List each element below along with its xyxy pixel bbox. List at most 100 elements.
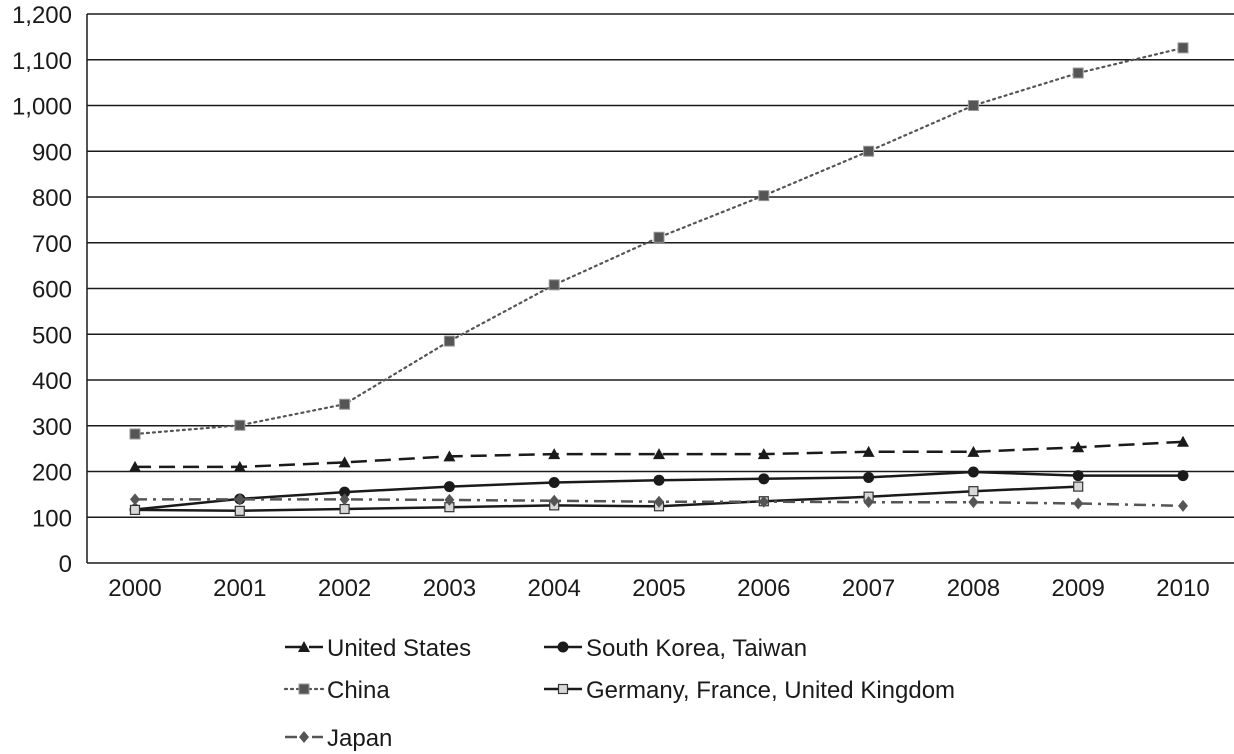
y-tick-label-900: 900 (32, 139, 72, 166)
data-point-south-korea-taiwan-2010 (1177, 470, 1189, 482)
legend-swatch-japan (285, 731, 323, 743)
x-tick-label-2003: 2003 (423, 575, 476, 602)
x-tick-label-2004: 2004 (528, 575, 581, 602)
data-point-south-korea-taiwan-2003 (443, 481, 455, 493)
data-point-germany-france-united-kingdom-2009 (1073, 481, 1084, 492)
data-point-japan-2005 (654, 495, 664, 508)
legend-item-japan: Japan (285, 725, 392, 752)
y-tick-label-800: 800 (32, 185, 72, 212)
series-line-germany-france-united-kingdom (134, 485, 1079, 513)
data-point-japan-2002 (339, 493, 350, 506)
legend-label-japan: Japan (327, 725, 392, 752)
data-point-united-states-2001 (233, 460, 246, 472)
data-point-china-2007 (863, 145, 875, 157)
legend-item-south-korea-taiwan: South Korea, Taiwan (544, 635, 807, 662)
legend-label-south-korea-taiwan: South Korea, Taiwan (586, 635, 807, 662)
series-line-united-states (135, 440, 1184, 469)
data-point-china-2006 (758, 190, 770, 202)
x-tick-label-2007: 2007 (842, 575, 895, 602)
data-point-japan-2006 (758, 495, 769, 508)
data-point-south-korea-taiwan-2004 (548, 476, 560, 488)
x-tick-label-2005: 2005 (632, 575, 685, 602)
data-point-china-2009 (1072, 67, 1084, 79)
x-axis-ticks: 2000 2001 2002 2003 2004 2005 2006 2007 2008 2009… (108, 575, 1209, 602)
x-tick-label-2009: 2009 (1052, 575, 1105, 602)
data-point-germany-france-united-kingdom-2002 (339, 503, 350, 515)
legend-label-germany-france-uk: Germany, France, United Kingdom (586, 677, 955, 704)
x-tick-label-2001: 2001 (213, 575, 266, 602)
data-point-china-2010 (1177, 42, 1189, 54)
data-point-united-states-2007 (862, 445, 875, 457)
data-point-united-states-2008 (967, 445, 980, 457)
legend-marker-south-korea-taiwan (557, 641, 569, 653)
data-point-china-2001 (234, 419, 246, 431)
data-point-south-korea-taiwan-2009 (1072, 470, 1084, 482)
legend-label-china: China (327, 677, 390, 704)
x-tick-label-2006: 2006 (737, 575, 790, 602)
legend-marker-china (298, 683, 310, 695)
data-point-japan-2004 (549, 494, 560, 507)
legend-swatch-south-korea-taiwan (544, 641, 582, 653)
series-south-korea-taiwan (129, 466, 1189, 515)
data-point-china-2003 (443, 335, 455, 347)
y-tick-label-200: 200 (32, 460, 72, 487)
data-point-south-korea-taiwan-2006 (758, 473, 770, 485)
legend-item-united-states: United States (285, 635, 471, 662)
x-tick-label-2000: 2000 (108, 575, 161, 602)
data-point-united-states-2004 (548, 448, 561, 460)
data-point-japan-2001 (234, 493, 245, 506)
legend-marker-japan (299, 731, 309, 743)
y-tick-label-400: 400 (32, 368, 72, 395)
data-point-japan-2009 (1073, 497, 1084, 510)
data-point-united-states-2000 (129, 460, 141, 472)
gridlines (86, 13, 1234, 564)
data-point-united-states-2006 (757, 448, 770, 460)
data-point-united-states-2002 (338, 456, 351, 468)
series-japan (130, 493, 1188, 512)
data-point-japan-2008 (968, 496, 979, 509)
legend-item-china: China (283, 677, 390, 704)
x-tick-label-2008: 2008 (947, 575, 1000, 602)
data-point-germany-france-united-kingdom-2001 (234, 505, 245, 516)
legend: United States South Korea, Taiwan China … (283, 635, 955, 752)
legend-swatch-china (283, 683, 325, 695)
data-point-united-states-2005 (653, 448, 665, 460)
series-line-china (133, 46, 1185, 436)
series-group (129, 42, 1189, 516)
legend-swatch-united-states (285, 641, 323, 652)
y-tick-label-100: 100 (32, 505, 72, 532)
legend-item-germany-france-uk: Germany, France, United Kingdom (544, 677, 955, 704)
data-point-china-2005 (653, 231, 665, 243)
data-point-united-states-2010 (1177, 435, 1189, 447)
x-tick-label-2010: 2010 (1156, 575, 1209, 602)
legend-swatch-germany-france-uk (544, 683, 582, 695)
y-tick-label-500: 500 (32, 322, 72, 349)
data-point-china-2000 (129, 428, 141, 440)
data-point-united-states-2009 (1072, 441, 1085, 453)
data-point-south-korea-taiwan-2008 (967, 466, 979, 478)
y-tick-label-700: 700 (32, 231, 72, 258)
y-tick-label-1100: 1,100 (12, 48, 72, 75)
data-point-germany-france-united-kingdom-2008 (968, 486, 979, 497)
data-point-japan-2000 (130, 493, 140, 506)
legend-marker-united-states (298, 641, 310, 652)
data-point-china-2008 (967, 100, 979, 111)
data-point-south-korea-taiwan-2002 (339, 486, 351, 498)
data-point-china-2002 (339, 398, 351, 410)
data-point-germany-france-united-kingdom-2000 (129, 504, 141, 516)
data-point-united-states-2003 (443, 450, 456, 462)
data-point-japan-2003 (444, 493, 455, 506)
data-point-japan-2010 (1178, 499, 1188, 512)
data-point-china-2004 (548, 279, 560, 291)
data-point-japan-2007 (863, 496, 874, 509)
legend-label-united-states: United States (327, 635, 471, 662)
y-tick-label-1200: 1,200 (12, 2, 72, 29)
data-point-south-korea-taiwan-2005 (653, 474, 665, 486)
y-tick-label-600: 600 (32, 277, 72, 304)
legend-marker-germany-france-united-kingdom (557, 683, 569, 695)
x-tick-label-2002: 2002 (318, 575, 371, 602)
series-united-states (129, 435, 1189, 472)
y-tick-label-300: 300 (32, 414, 72, 441)
y-tick-label-1000: 1,000 (12, 94, 72, 121)
